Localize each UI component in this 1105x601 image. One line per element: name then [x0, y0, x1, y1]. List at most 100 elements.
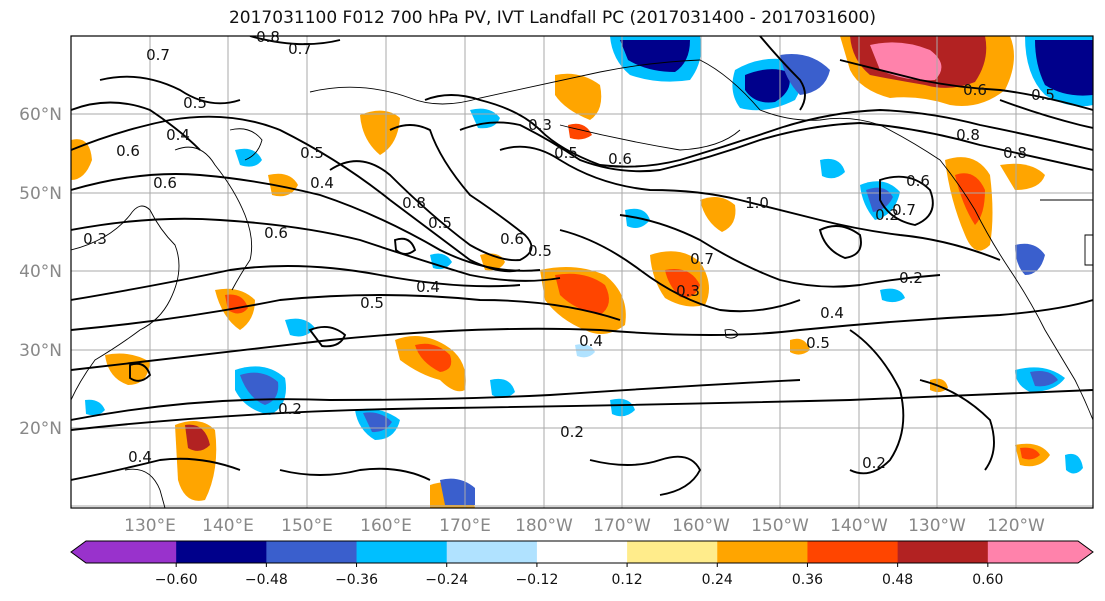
colorbar-segment	[536, 541, 628, 563]
colorbar-tick-label: −0.36	[335, 572, 378, 588]
fill-patch	[955, 173, 985, 225]
longitude-label: 170°E	[439, 516, 491, 536]
colorbar-tick-label: 0.48	[882, 572, 913, 588]
latitude-labels: 60°N 50°N 40°N 30°N 20°N	[19, 105, 62, 439]
colorbar-tick-label: 0.36	[792, 572, 823, 588]
contour-label: 0.6	[608, 150, 632, 168]
longitude-label: 160°E	[360, 516, 412, 536]
contour-label: 0.2	[899, 269, 923, 287]
contour-label: 0.4	[166, 126, 190, 144]
contour-label: 0.3	[676, 282, 700, 300]
longitude-label: 140°E	[202, 516, 254, 536]
fill-patch	[820, 158, 845, 179]
longitude-label: 170°W	[593, 516, 651, 536]
longitude-label: 160°W	[672, 516, 730, 536]
contour-label: 0.7	[146, 46, 170, 64]
contour-label: 0.5	[428, 214, 452, 232]
longitude-label: 150°W	[751, 516, 809, 536]
latitude-label: 20°N	[19, 419, 62, 439]
longitude-label: 130°W	[908, 516, 966, 536]
fill-patch	[71, 139, 92, 180]
longitude-label: 120°W	[987, 516, 1045, 536]
fill-patch	[1000, 163, 1045, 190]
contour-label: 0.8	[256, 28, 280, 46]
contour-label: 0.6	[153, 174, 177, 192]
contour-label: 1.0	[745, 194, 769, 212]
fill-patch	[185, 424, 210, 451]
contour-label: 0.7	[690, 250, 714, 268]
contour-label: 0.5	[554, 144, 578, 162]
fill-patch	[870, 42, 942, 81]
longitude-labels: 130°E 140°E 150°E 160°E 170°E 180°W 170°W 160°W…	[124, 516, 1045, 536]
fill-patch	[555, 73, 602, 120]
fill-patch	[665, 269, 700, 298]
contour-label: 0.8	[1003, 144, 1027, 162]
contour-label: 0.6	[264, 224, 288, 242]
colorbar-tick-label: −0.48	[245, 572, 288, 588]
fill-patch	[85, 399, 105, 416]
fill-patch	[360, 110, 400, 155]
contour-label: 0.5	[183, 94, 207, 112]
graticule	[71, 36, 1093, 508]
longitude-label: 130°E	[124, 516, 176, 536]
contour-label: 0.4	[579, 332, 603, 350]
colorbar-tick-label: 0.24	[702, 572, 733, 588]
contour-label: 0.8	[402, 194, 426, 212]
colorbar-segment	[266, 541, 358, 563]
fill-patch	[745, 69, 790, 103]
fill-patch	[363, 412, 392, 433]
colorbar-segment	[897, 541, 989, 563]
contour-label: 0.7	[892, 201, 916, 219]
fill-patch	[1065, 453, 1083, 474]
fill-patch	[1020, 447, 1040, 460]
pv-contours	[71, 36, 1093, 496]
contour-label-layer: 0.80.70.70.50.40.6 0.50.40.60.30.50.80.40…	[83, 28, 1055, 472]
colorbar-tick-label: −0.12	[515, 572, 558, 588]
colorbar-tick-label: −0.60	[155, 572, 198, 588]
fill-patch	[1030, 371, 1058, 387]
contour-label: 0.6	[500, 230, 524, 248]
fill-patch	[575, 344, 595, 358]
colorbar-tick-label: 0.60	[972, 572, 1003, 588]
contour-label: 0.4	[416, 278, 440, 296]
fill-patch	[1015, 243, 1045, 275]
latitude-label: 40°N	[19, 262, 62, 282]
fill-patch	[568, 123, 592, 140]
contour-label: 0.4	[310, 174, 334, 192]
colorbar-segment	[446, 541, 538, 563]
colorbar-segment	[176, 541, 267, 563]
contour-label: 0.2	[278, 400, 302, 418]
fill-patch	[1035, 40, 1093, 96]
longitude-label: 150°E	[281, 516, 333, 536]
contour-label: 0.6	[116, 142, 140, 160]
fill-patch	[620, 40, 690, 72]
contour-label: 0.5	[806, 334, 830, 352]
fill-patch	[415, 343, 452, 372]
latitude-label: 60°N	[19, 105, 62, 125]
colorbar-extend-max	[1078, 541, 1093, 563]
colorbar-segment	[717, 541, 808, 563]
contour-label: 0.4	[820, 304, 844, 322]
colorbar-segment	[356, 541, 448, 563]
colorbar-segment	[86, 541, 177, 563]
latitude-label: 30°N	[19, 341, 62, 361]
map-frame	[70, 35, 1094, 509]
contour-label: 0.3	[528, 116, 552, 134]
latitude-label: 50°N	[19, 184, 62, 204]
contour-label: 0.5	[300, 144, 324, 162]
colorbar-outline	[70, 540, 1094, 564]
colorbar-extend-min	[71, 541, 86, 563]
fill-patch	[700, 196, 736, 232]
fill-patch	[555, 273, 609, 315]
contour-label: 0.2	[862, 454, 886, 472]
contour-label: 0.2	[560, 423, 584, 441]
contour-label: 0.2	[875, 206, 899, 224]
contour-label: 0.6	[963, 81, 987, 99]
contour-label: 0.8	[956, 126, 980, 144]
contour-label: 0.6	[906, 172, 930, 190]
fill-patch	[880, 288, 905, 303]
coastlines	[71, 59, 1093, 508]
colorbar-tick-label: 0.12	[612, 572, 643, 588]
contour-label: 0.5	[360, 294, 384, 312]
